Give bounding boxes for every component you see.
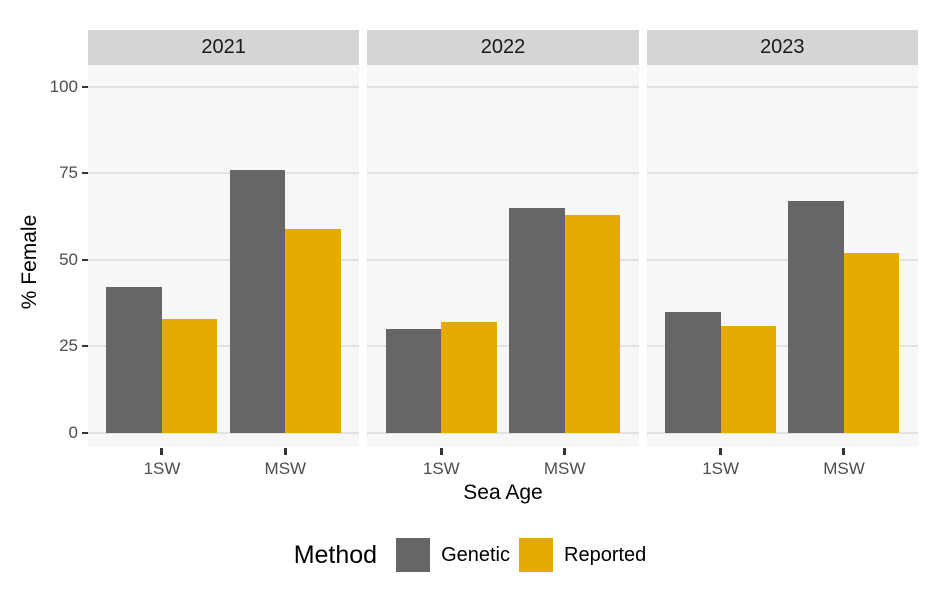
x-tick-mark bbox=[439, 448, 443, 455]
y-tick-mark bbox=[82, 258, 88, 261]
facet-panels: 2021 1SW MSW 2022 1SW MSW 2023 1SW MSW bbox=[88, 30, 918, 483]
x-tick-label: 1SW bbox=[422, 459, 460, 478]
legend-label: Genetic bbox=[441, 543, 511, 566]
legend-swatch-genetic bbox=[396, 538, 431, 572]
y-tick-mark bbox=[82, 345, 88, 348]
gridline bbox=[367, 345, 639, 348]
gridline bbox=[646, 258, 918, 261]
gridline bbox=[88, 85, 360, 88]
panel bbox=[646, 65, 918, 447]
facet-column: 2021 1SW MSW bbox=[88, 30, 360, 483]
gridline bbox=[367, 85, 639, 88]
x-tick-row: 1SW MSW bbox=[367, 447, 638, 483]
bar-genetic-1sw bbox=[665, 311, 721, 433]
gridline bbox=[88, 432, 360, 434]
gridline bbox=[367, 258, 639, 261]
bar-genetic-1sw bbox=[385, 329, 442, 433]
bar-reported-msw bbox=[843, 252, 900, 433]
facet-strip-label: 2023 bbox=[646, 30, 918, 65]
x-tick-row: 1SW MSW bbox=[647, 447, 918, 483]
x-tick-label: MSW bbox=[823, 459, 865, 478]
legend-entry-reported: Reported bbox=[519, 538, 646, 572]
gridline bbox=[646, 85, 918, 88]
gridline bbox=[646, 432, 918, 434]
facet-strip-label: 2021 bbox=[88, 30, 360, 65]
y-tick-mark bbox=[82, 172, 88, 175]
y-tick-label: 75 bbox=[59, 163, 78, 183]
x-tick-mark bbox=[160, 448, 164, 455]
x-tick-label: 1SW bbox=[143, 459, 181, 478]
x-tick-label: MSW bbox=[264, 459, 307, 478]
legend-title: Method bbox=[293, 540, 378, 569]
x-tick-mark bbox=[842, 448, 846, 455]
facet-column: 2023 1SW MSW bbox=[646, 30, 918, 483]
facet-strip-label: 2022 bbox=[367, 30, 639, 65]
gridline bbox=[646, 172, 918, 175]
x-axis-title: Sea Age bbox=[463, 481, 543, 504]
x-tick-mark bbox=[283, 448, 287, 455]
gridline bbox=[88, 172, 360, 175]
x-tick-mark bbox=[563, 448, 567, 455]
y-tick-mark bbox=[82, 432, 88, 434]
gridline bbox=[367, 432, 639, 434]
panel bbox=[367, 65, 639, 447]
gridline bbox=[88, 345, 360, 348]
gridline bbox=[367, 172, 639, 175]
y-tick-label: 0 bbox=[68, 423, 78, 442]
y-tick-label: 50 bbox=[59, 249, 78, 269]
y-tick-label: 25 bbox=[59, 336, 78, 356]
x-tick-label: 1SW bbox=[702, 459, 740, 478]
y-tick-label: 100 bbox=[49, 76, 78, 96]
bar-reported-1sw bbox=[720, 325, 777, 433]
legend-label: Reported bbox=[564, 543, 647, 566]
bar-reported-msw bbox=[285, 228, 341, 433]
facet-column: 2022 1SW MSW bbox=[367, 30, 639, 483]
bar-genetic-msw bbox=[229, 169, 286, 433]
legend-entries: Genetic Reported bbox=[387, 538, 646, 572]
bar-reported-msw bbox=[564, 214, 621, 433]
bar-reported-1sw bbox=[161, 318, 218, 433]
x-tick-row: 1SW MSW bbox=[88, 447, 359, 483]
bar-reported-1sw bbox=[441, 322, 497, 433]
legend: Method Genetic Reported bbox=[0, 538, 940, 572]
gridline bbox=[646, 345, 918, 348]
x-tick-label: MSW bbox=[543, 459, 586, 478]
legend-entry-genetic: Genetic bbox=[396, 538, 510, 572]
bar-genetic-msw bbox=[788, 200, 844, 433]
y-tick-mark bbox=[82, 85, 88, 88]
bar-genetic-msw bbox=[509, 207, 565, 433]
panel bbox=[88, 65, 360, 447]
bar-genetic-1sw bbox=[106, 287, 162, 433]
x-tick-mark bbox=[719, 448, 723, 455]
gridline bbox=[88, 258, 360, 261]
legend-swatch-reported bbox=[519, 538, 554, 572]
